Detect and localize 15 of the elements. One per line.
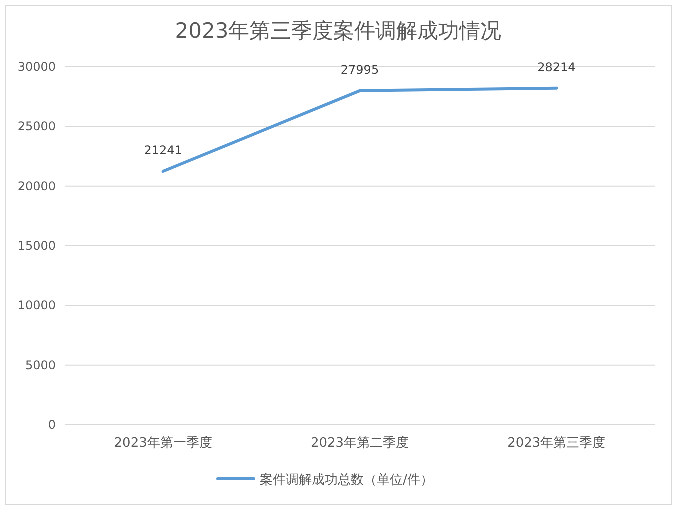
y-tick-label: 30000 xyxy=(18,60,56,74)
legend-label: 案件调解成功总数（单位/件） xyxy=(260,472,434,488)
x-tick-label: 2023年第二季度 xyxy=(310,435,410,451)
y-tick-label: 25000 xyxy=(18,120,56,134)
y-tick-label: 20000 xyxy=(18,179,56,194)
chart-title: 2023年第三季度案件调解成功情况 xyxy=(175,19,502,43)
y-tick-label: 15000 xyxy=(18,239,56,253)
x-tick-label: 2023年第一季度 xyxy=(114,435,212,451)
y-tick-label: 5000 xyxy=(25,358,56,372)
data-label: 28214 xyxy=(538,60,576,74)
x-tick-label: 2023年第三季度 xyxy=(508,435,606,451)
y-tick-label: 0 xyxy=(48,418,56,432)
data-label: 27995 xyxy=(340,62,380,77)
y-tick-label: 10000 xyxy=(18,298,56,313)
data-label: 21241 xyxy=(144,144,182,158)
